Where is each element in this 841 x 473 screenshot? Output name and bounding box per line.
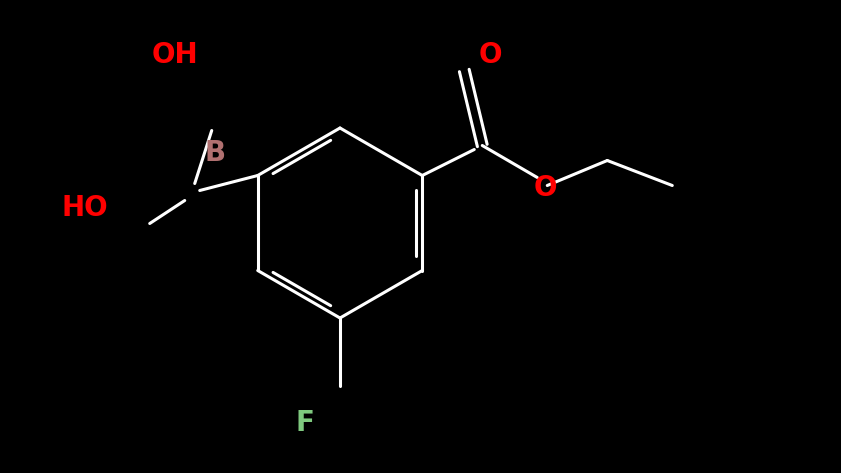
Text: B: B — [204, 139, 225, 167]
Text: O: O — [479, 41, 502, 69]
Text: HO: HO — [61, 194, 108, 222]
Text: O: O — [533, 174, 557, 202]
Text: OH: OH — [151, 41, 198, 69]
Text: F: F — [295, 409, 315, 437]
